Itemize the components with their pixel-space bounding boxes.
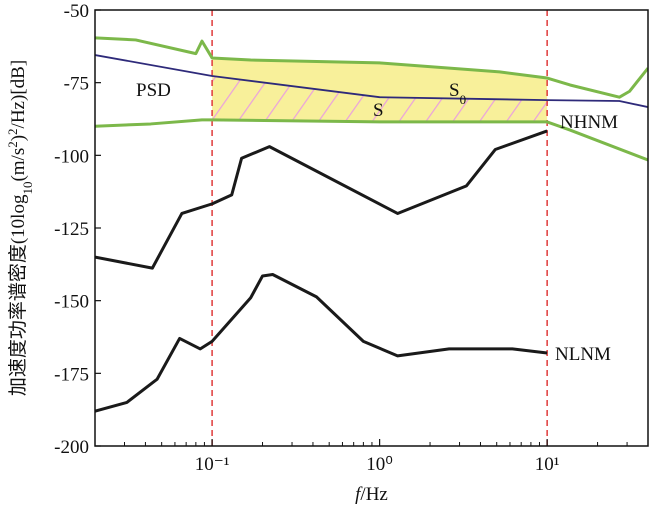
annotation: S0 (449, 80, 466, 107)
label-part: 2 (5, 141, 20, 148)
label-part: /Hz)[dB] (8, 60, 29, 129)
series-label: PSD (136, 80, 171, 101)
series-label: NHNM (560, 112, 618, 133)
y-tick-label: -150 (54, 292, 89, 313)
annotation-subscript: 0 (460, 92, 467, 107)
series-line (95, 118, 648, 162)
series-line (95, 54, 648, 108)
series-line (95, 36, 648, 99)
label-part: (m/s (8, 148, 29, 182)
label-part: ) (8, 135, 29, 141)
x-tick-label: 10¹ (535, 454, 560, 475)
label-part: 加速度功率谱密度(10log (7, 194, 29, 396)
y-tick-label: -200 (54, 437, 89, 458)
y-tick-label: -125 (54, 219, 89, 240)
series-line (95, 129, 548, 270)
label-part: /Hz (360, 484, 387, 505)
annotation: S (373, 100, 384, 121)
label-part: 2 (5, 128, 20, 135)
y-tick-label: -50 (64, 1, 89, 22)
y-tick-label: -175 (54, 364, 89, 385)
x-tick-label: 10⁻¹ (195, 454, 230, 475)
label-part: 10 (20, 182, 35, 195)
x-tick-label: 10⁰ (366, 454, 393, 475)
annotation-text: S (373, 100, 384, 121)
series-line (95, 273, 548, 413)
series-label: NLNM (555, 344, 611, 365)
y-tick-label: -75 (64, 74, 89, 95)
label-part: f (355, 484, 363, 505)
y-tick-label: -100 (54, 146, 89, 167)
annotation-text: S (449, 80, 460, 101)
y-axis-label: 加速度功率谱密度(10log10(m/s2)2/Hz)[dB] (5, 60, 35, 396)
x-axis-label: f/Hz (355, 484, 388, 505)
